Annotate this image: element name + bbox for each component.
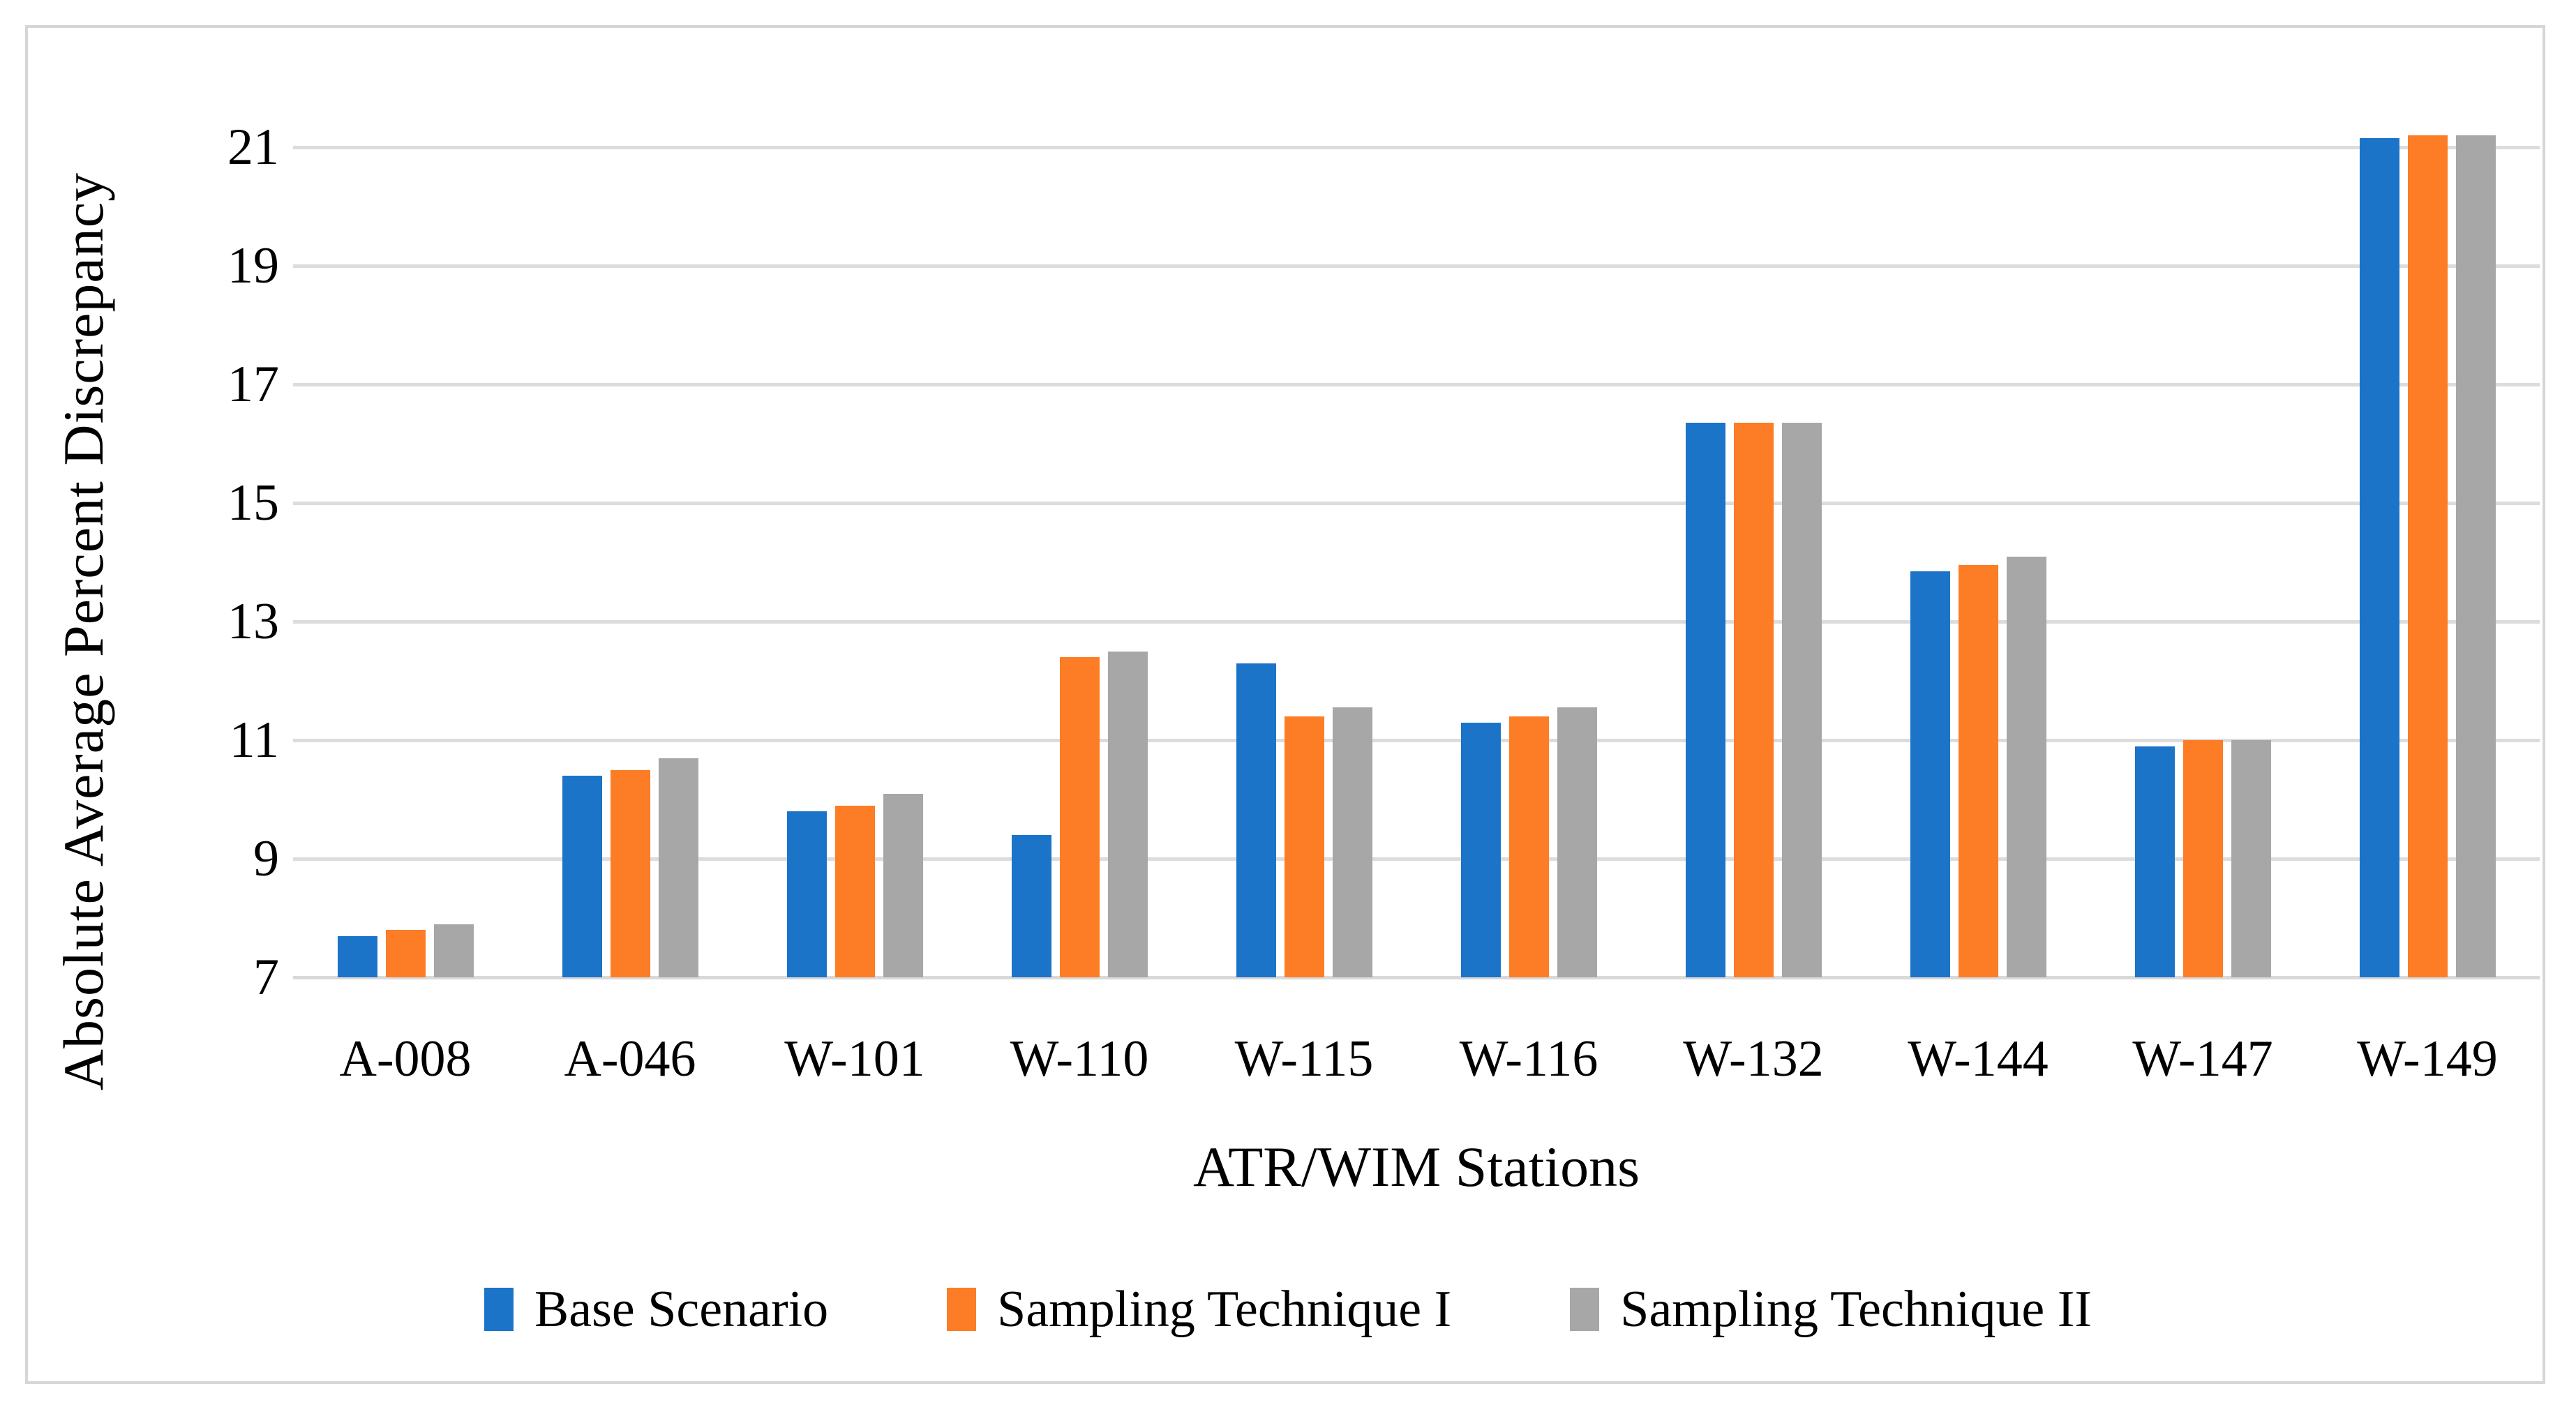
bar-a-046-series2 (610, 769, 650, 977)
bar-group-a-008 (293, 105, 518, 977)
figure-border (25, 25, 2545, 1384)
x-category-label-w-132: W-132 (1683, 1030, 1824, 1088)
bar-a-046-series1 (562, 776, 602, 977)
gridline (293, 620, 2540, 624)
y-tick-label: 7 (253, 949, 279, 1006)
x-category-label-w-116: W-116 (1459, 1030, 1598, 1088)
gridline (293, 146, 2540, 149)
bar-group-w-144 (1866, 105, 2090, 977)
y-tick-label: 15 (227, 474, 279, 532)
bar-w-132-series2 (1733, 423, 1774, 977)
y-tick-label: 11 (229, 712, 279, 769)
legend-item-2: Sampling Technique I (947, 1281, 1451, 1337)
x-category-label-a-046: A-046 (564, 1030, 696, 1088)
bar-group-w-147 (2090, 105, 2315, 977)
legend-label: Sampling Technique I (997, 1281, 1452, 1338)
gridline (293, 264, 2540, 268)
y-tick-label: 9 (253, 830, 279, 887)
plot-area (293, 105, 2540, 979)
x-category-label-w-147: W-147 (2132, 1030, 2273, 1088)
x-category-label-w-110: W-110 (1010, 1030, 1149, 1088)
bar-w-147-series1 (2134, 746, 2175, 977)
bar-w-149-series2 (2407, 135, 2448, 977)
bar-w-116-series2 (1508, 716, 1549, 977)
legend-item-3: Sampling Technique II (1570, 1281, 2092, 1337)
gridline (293, 976, 2540, 979)
bar-group-a-046 (518, 105, 742, 977)
bar-w-101-series1 (786, 811, 827, 977)
bar-w-147-series2 (2182, 740, 2223, 977)
y-tick-label: 19 (227, 237, 279, 294)
bar-w-116-series3 (1557, 707, 1597, 977)
bar-w-132-series1 (1685, 423, 1725, 977)
legend-item-1: Base Scenario (484, 1281, 828, 1337)
bar-a-046-series3 (658, 758, 698, 977)
x-category-label-w-101: W-101 (784, 1030, 925, 1088)
bar-group-w-115 (1192, 105, 1416, 977)
bar-w-115-series1 (1236, 663, 1276, 977)
x-category-label-a-008: A-008 (339, 1030, 472, 1088)
bar-w-116-series1 (1460, 722, 1501, 977)
bar-group-w-116 (1416, 105, 1641, 977)
bar-group-w-149 (2315, 105, 2540, 977)
legend-label: Base Scenario (534, 1281, 829, 1338)
y-tick-label: 17 (227, 356, 279, 413)
bar-a-008-series3 (433, 924, 474, 977)
bar-w-144-series2 (1958, 565, 1998, 977)
gridline (293, 857, 2540, 861)
y-tick-label: 21 (227, 119, 279, 176)
x-category-label-w-115: W-115 (1234, 1030, 1374, 1088)
x-category-label-w-144: W-144 (1908, 1030, 2049, 1088)
bar-w-149-series3 (2455, 135, 2496, 977)
bar-w-110-series2 (1059, 657, 1100, 977)
bar-w-110-series3 (1107, 651, 1148, 977)
bar-w-101-series3 (883, 793, 923, 977)
bar-w-115-series2 (1284, 716, 1324, 977)
bar-w-149-series1 (2359, 138, 2399, 977)
bar-w-132-series3 (1781, 423, 1822, 977)
bar-a-008-series2 (385, 930, 426, 977)
gridline (293, 739, 2540, 742)
bar-w-147-series3 (2231, 740, 2271, 977)
bar-w-144-series3 (2006, 556, 2046, 977)
bar-w-110-series1 (1011, 835, 1051, 977)
bar-group-w-110 (967, 105, 1192, 977)
legend-swatch-icon (947, 1288, 977, 1331)
legend-label: Sampling Technique II (1620, 1281, 2092, 1338)
bar-group-w-132 (1641, 105, 1866, 977)
legend-swatch-icon (1570, 1288, 1600, 1331)
bar-a-008-series1 (337, 935, 377, 977)
y-tick-label: 13 (227, 593, 279, 650)
gridline (293, 383, 2540, 386)
bar-w-115-series3 (1332, 707, 1372, 977)
bar-w-101-series2 (834, 805, 875, 977)
legend: Base Scenario Sampling Technique I Samplin… (0, 1271, 2576, 1348)
gridline (293, 502, 2540, 505)
x-category-label-w-149: W-149 (2357, 1030, 2498, 1088)
x-axis-title: ATR/WIM Stations (1192, 1135, 1640, 1198)
bar-w-144-series1 (1910, 571, 1950, 977)
bar-group-w-101 (742, 105, 967, 977)
legend-swatch-icon (484, 1288, 514, 1331)
